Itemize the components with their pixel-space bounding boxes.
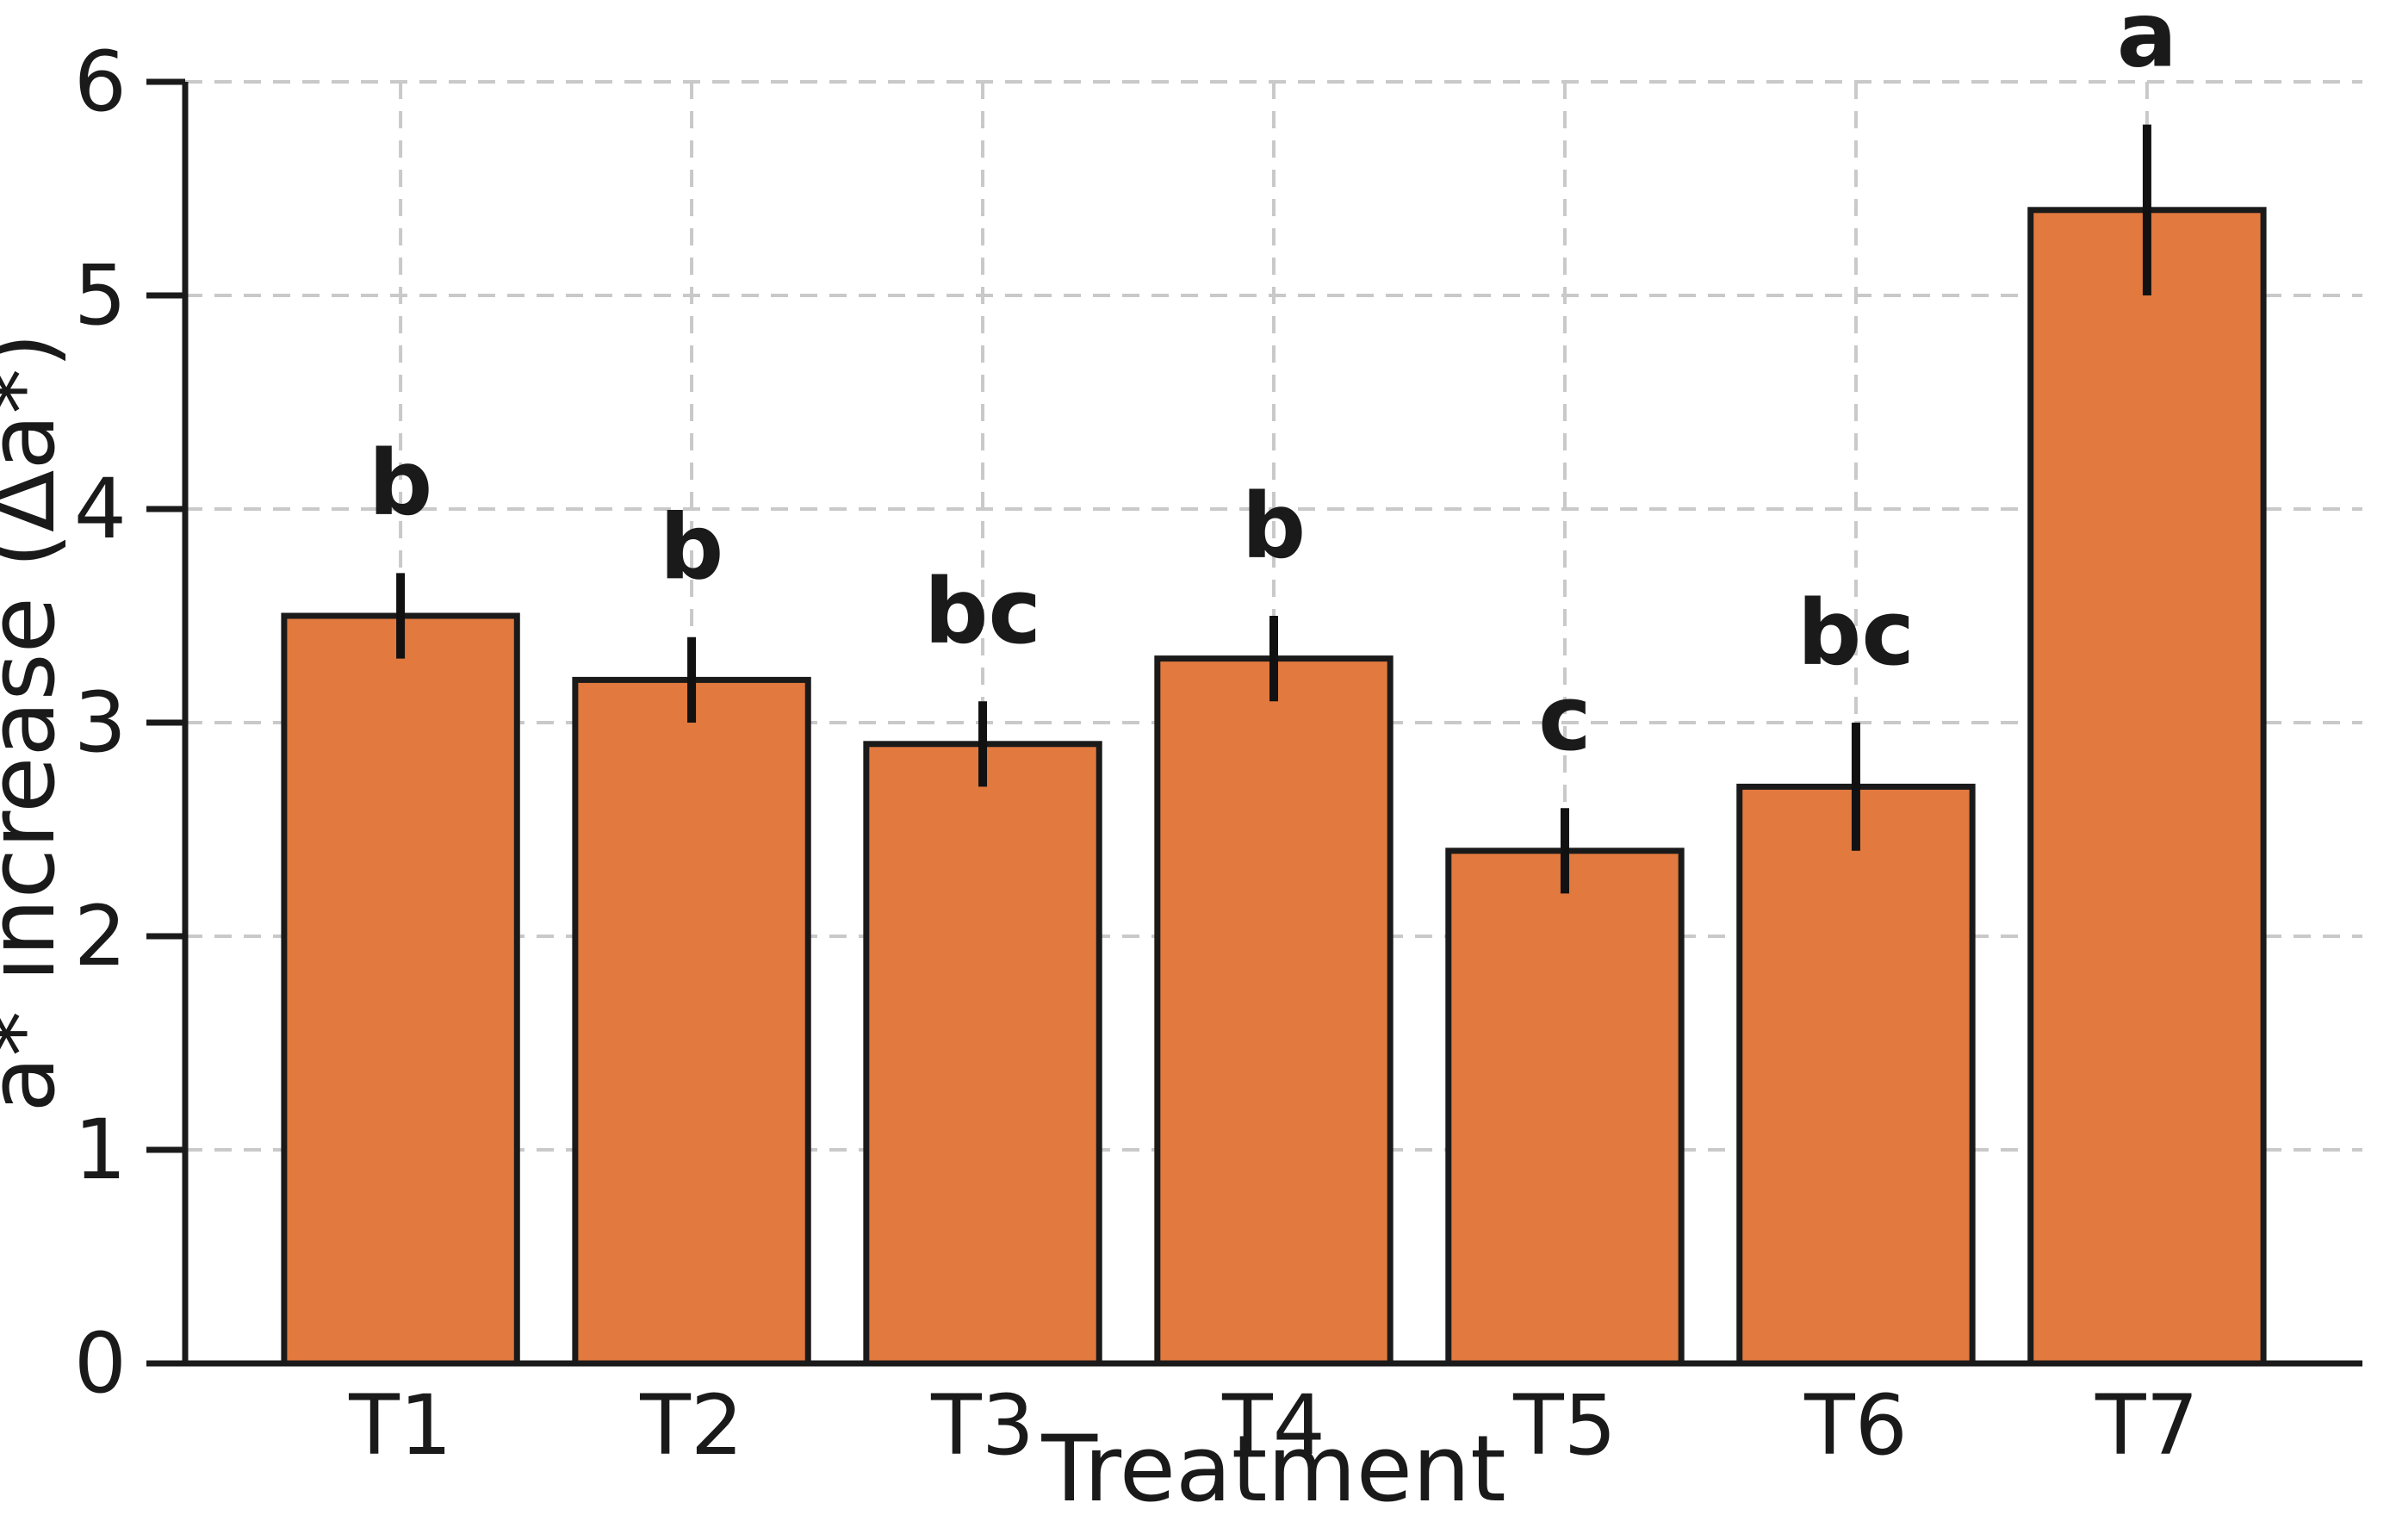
sig-letter: a	[2117, 0, 2177, 87]
sig-letter: b	[1242, 474, 1306, 579]
y-tick-label: 5	[74, 247, 127, 344]
bar	[281, 612, 520, 1367]
y-tick-label: 0	[74, 1315, 127, 1412]
y-tick-label: 1	[74, 1102, 127, 1198]
sig-letter: bc	[1797, 581, 1915, 686]
sig-letter: bc	[924, 559, 1041, 664]
x-tick-label: T2	[639, 1377, 743, 1474]
error-bars	[396, 124, 2151, 894]
y-tick-label: 3	[74, 674, 127, 771]
axes: 0 1 2 3 4 5 6 T1 T2 T3 T4 T5 T6 T7	[74, 34, 2362, 1474]
bar	[1445, 848, 1685, 1367]
y-tick-label: 6	[74, 34, 127, 130]
x-tick-label: T6	[1803, 1377, 1908, 1474]
x-tick-label: T3	[930, 1377, 1034, 1474]
x-axis-label: Treatment	[1040, 1416, 1505, 1522]
x-tick-label: T4	[1221, 1377, 1325, 1474]
bar	[1154, 655, 1394, 1367]
bar	[572, 676, 811, 1367]
y-tick-label: 2	[74, 888, 127, 984]
sig-letter: b	[660, 495, 723, 600]
x-tick-label: T7	[2095, 1377, 2199, 1474]
bar	[2027, 207, 2267, 1367]
bar	[1736, 783, 1976, 1367]
bar	[863, 741, 1102, 1367]
x-tick-label: T1	[348, 1377, 452, 1474]
x-tick-label: T5	[1512, 1377, 1617, 1474]
sig-letter: b	[369, 431, 432, 536]
sig-letter: c	[1538, 666, 1592, 771]
y-axis-label: a* increase (Δa*)	[0, 332, 75, 1112]
y-tick-label: 4	[74, 461, 127, 557]
